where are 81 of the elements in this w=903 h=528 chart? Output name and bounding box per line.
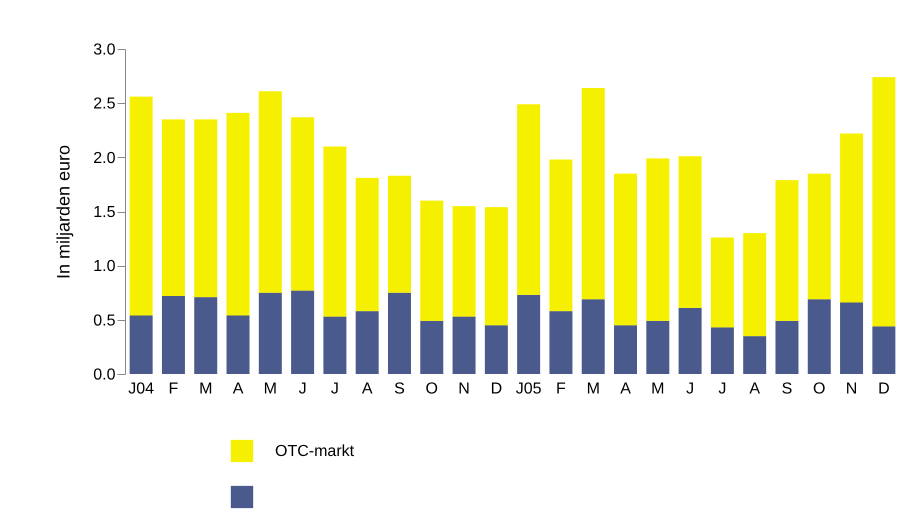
- x-tick-label: A: [232, 380, 244, 398]
- bar: [872, 326, 896, 374]
- bar: [420, 200, 444, 321]
- y-tick-label: 1.5: [93, 204, 116, 221]
- y-tick-label: 0.5: [93, 312, 116, 330]
- bar: [258, 91, 282, 293]
- bar: [646, 158, 670, 321]
- bar: [775, 320, 798, 374]
- bar: [872, 77, 896, 326]
- bar: [549, 160, 572, 312]
- bar: [194, 119, 218, 298]
- bar: [743, 233, 766, 336]
- x-tick-label: D: [878, 380, 890, 398]
- bar: [452, 316, 476, 374]
- bar: [678, 308, 702, 374]
- bar: [226, 316, 250, 374]
- x-tick-label: O: [813, 380, 826, 398]
- x-tick-label: J: [330, 380, 339, 398]
- bar: [517, 294, 540, 374]
- x-tick-label: M: [264, 380, 277, 398]
- x-tick-label: J: [718, 380, 726, 398]
- bar: [582, 88, 605, 300]
- x-tick-label: M: [586, 380, 600, 398]
- bar: [775, 180, 798, 321]
- bar: [291, 117, 314, 291]
- bar: [258, 292, 282, 374]
- bar: [484, 325, 508, 374]
- bar: [323, 316, 346, 374]
- y-tick-label: 1.0: [93, 258, 116, 276]
- bar: [226, 112, 250, 316]
- x-tick-label: M: [651, 380, 664, 398]
- bar: [162, 119, 185, 296]
- bar: [356, 178, 379, 312]
- x-tick-label: N: [846, 380, 858, 398]
- x-tick-label: M: [199, 380, 212, 398]
- bar: [614, 325, 638, 374]
- bar: [356, 311, 379, 374]
- bar: [582, 299, 605, 374]
- bar: [710, 238, 734, 328]
- bar: [388, 292, 411, 374]
- bar: [808, 174, 831, 300]
- bar: [291, 290, 314, 374]
- bar: [484, 207, 508, 326]
- y-tick-label: 0.0: [93, 366, 116, 384]
- bar: [646, 320, 670, 374]
- bar: [840, 134, 864, 302]
- bar: [808, 299, 831, 374]
- bar: [130, 316, 153, 374]
- bar: [517, 104, 540, 295]
- bar: [549, 311, 572, 374]
- y-tick-label: 2.0: [93, 150, 116, 167]
- bar: [710, 327, 734, 374]
- bar: [420, 320, 444, 374]
- x-tick-label: S: [782, 380, 792, 398]
- x-tick-label: A: [362, 380, 373, 398]
- x-tick-label: O: [426, 380, 438, 398]
- bar: [323, 146, 346, 317]
- x-tick-label: D: [490, 380, 502, 398]
- x-tick-label: F: [556, 380, 566, 398]
- x-tick-label: J04: [128, 380, 154, 398]
- x-tick-label: J05: [516, 380, 542, 398]
- y-tick-label: 2.5: [93, 96, 116, 113]
- bar: [194, 297, 218, 374]
- x-tick-label: N: [458, 380, 470, 398]
- bar: [162, 296, 185, 374]
- y-axis-title: In miljarden euro: [53, 144, 74, 280]
- x-tick-label: F: [168, 380, 179, 398]
- bar: [743, 336, 766, 374]
- bar: [840, 302, 864, 374]
- bar: [678, 156, 702, 308]
- x-tick-label: S: [394, 380, 405, 398]
- bar: [452, 206, 476, 317]
- bar: [388, 176, 411, 293]
- bar: [614, 174, 638, 326]
- y-tick-label: 3.0: [93, 42, 116, 58]
- bar: [130, 96, 153, 316]
- x-tick-label: A: [620, 380, 632, 398]
- legend-label: OTC-markt: [275, 443, 355, 460]
- x-tick-label: A: [749, 380, 760, 398]
- x-tick-label: J: [686, 380, 694, 398]
- x-tick-label: J: [298, 380, 307, 398]
